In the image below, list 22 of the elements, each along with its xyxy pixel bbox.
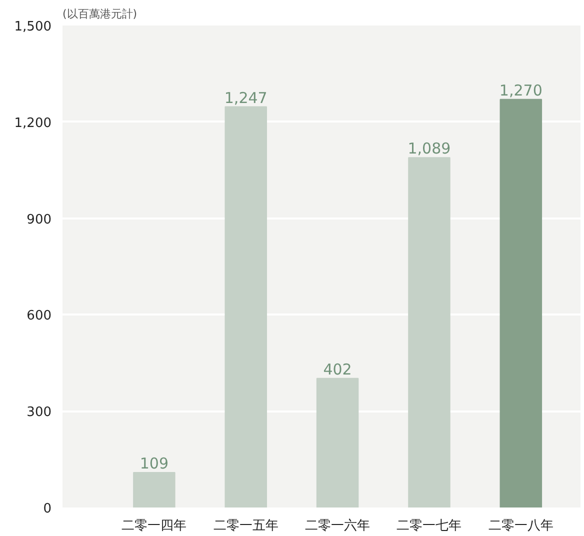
y-tick-label: 900	[26, 212, 52, 228]
y-tick-label: 300	[26, 405, 52, 420]
x-tick-label: 二零一七年	[396, 518, 462, 534]
data-label: 1,089	[408, 140, 451, 158]
y-axis-title: (以百萬港元計)	[62, 8, 138, 20]
y-tick-label: 1,200	[14, 116, 52, 131]
x-tick-label: 二零一五年	[213, 518, 278, 534]
x-tick-label: 二零一六年	[305, 518, 370, 534]
bar	[224, 106, 267, 508]
data-label: 1,270	[499, 81, 542, 100]
data-label: 402	[323, 360, 352, 378]
data-label: 1,247	[224, 88, 268, 107]
bar	[316, 378, 359, 508]
x-tick-label: 二零一四年	[122, 518, 187, 534]
y-tick-label: 1,500	[14, 20, 52, 34]
y-tick-label: 600	[26, 308, 52, 324]
data-label: 109	[140, 454, 169, 472]
bar	[500, 98, 542, 508]
bar	[408, 157, 450, 508]
x-tick-label: 二零一八年	[488, 518, 554, 534]
bar	[133, 472, 176, 508]
y-tick-label: 0	[43, 502, 52, 516]
